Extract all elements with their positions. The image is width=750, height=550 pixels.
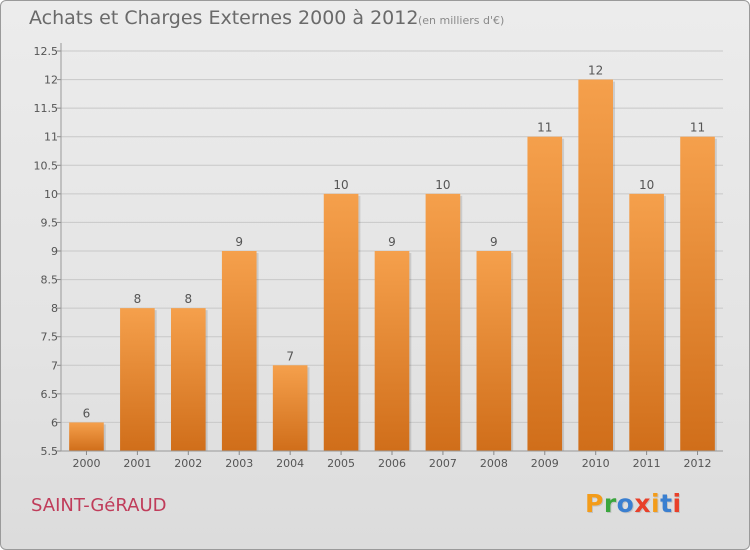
proxiti-logo[interactable]: Proxiti [585,489,682,518]
x-tick-label: 2007 [429,457,457,470]
location-name: SAINT-GéRAUD [31,495,167,516]
bar [323,193,359,451]
bar-value-label: 10 [333,178,348,192]
x-tick-label: 2011 [633,457,661,470]
bar [69,422,104,451]
bar-value-label: 9 [235,235,243,249]
bar-value-label: 8 [134,292,142,306]
chart-subtitle: (en milliers d'€) [418,14,505,27]
bar [120,308,155,451]
x-tick-label: 2009 [531,457,559,470]
bar [680,136,715,451]
bar [527,136,563,451]
x-tick-label: 2006 [378,457,406,470]
bar-value-label: 7 [286,349,294,363]
bar [170,308,206,451]
x-tick-label: 2012 [684,457,712,470]
x-tick-label: 2001 [123,457,151,470]
y-tick-label: 7 [51,359,58,372]
logo-letter: P [585,489,604,518]
bar [629,193,664,451]
bar-value-label: 11 [690,121,705,135]
bar-value-label: 11 [537,121,552,135]
y-tick-label: 8 [51,302,58,315]
logo-letter: i [672,489,682,518]
x-tick-label: 2000 [72,457,100,470]
y-tick-label: 6.5 [41,388,59,401]
logo-letter: t [660,489,673,518]
y-tick-label: 12.5 [34,45,59,58]
x-tick-label: 2004 [276,457,304,470]
y-tick-label: 6 [51,416,58,429]
y-tick-label: 9.5 [41,216,59,229]
logo-letter: r [603,489,617,518]
y-tick-label: 10.5 [34,159,59,172]
y-tick-label: 9 [51,245,58,258]
y-tick-label: 12 [44,74,58,87]
y-tick-label: 11.5 [34,102,59,115]
y-tick-label: 5.5 [41,445,59,458]
bar [425,193,461,451]
bar [221,251,257,451]
x-tick-label: 2008 [480,457,508,470]
logo-letter: o [616,489,635,518]
bar-value-label: 6 [83,406,91,420]
y-tick-label: 8.5 [41,274,59,287]
chart-title: Achats et Charges Externes 2000 à 2012 [29,7,419,29]
logo-letter: i [651,489,661,518]
bar-value-label: 12 [588,64,603,78]
x-tick-label: 2010 [582,457,610,470]
bar [374,251,410,451]
bar [476,251,512,451]
bar-value-label: 10 [639,178,654,192]
axes: 5.5 6 6.5 7 7.5 8 8.5 9 9.5 10 10.5 11 11.5 12 12.5 200… [34,43,723,470]
bar-value-label: 9 [490,235,498,249]
bar-value-label: 8 [184,292,192,306]
bars: 6 8 8 9 7 10 9 10 9 11 12 10 11 [69,64,717,452]
y-tick-label: 11 [44,131,58,144]
bar [272,365,308,451]
y-tick-label: 7.5 [41,331,59,344]
bar-value-label: 9 [388,235,396,249]
bar [578,79,614,452]
logo-letter: x [634,489,651,518]
x-tick-label: 2005 [327,457,355,470]
bar-value-label: 10 [435,178,450,192]
x-tick-label: 2003 [225,457,253,470]
y-tick-label: 10 [44,188,58,201]
x-tick-label: 2002 [174,457,202,470]
